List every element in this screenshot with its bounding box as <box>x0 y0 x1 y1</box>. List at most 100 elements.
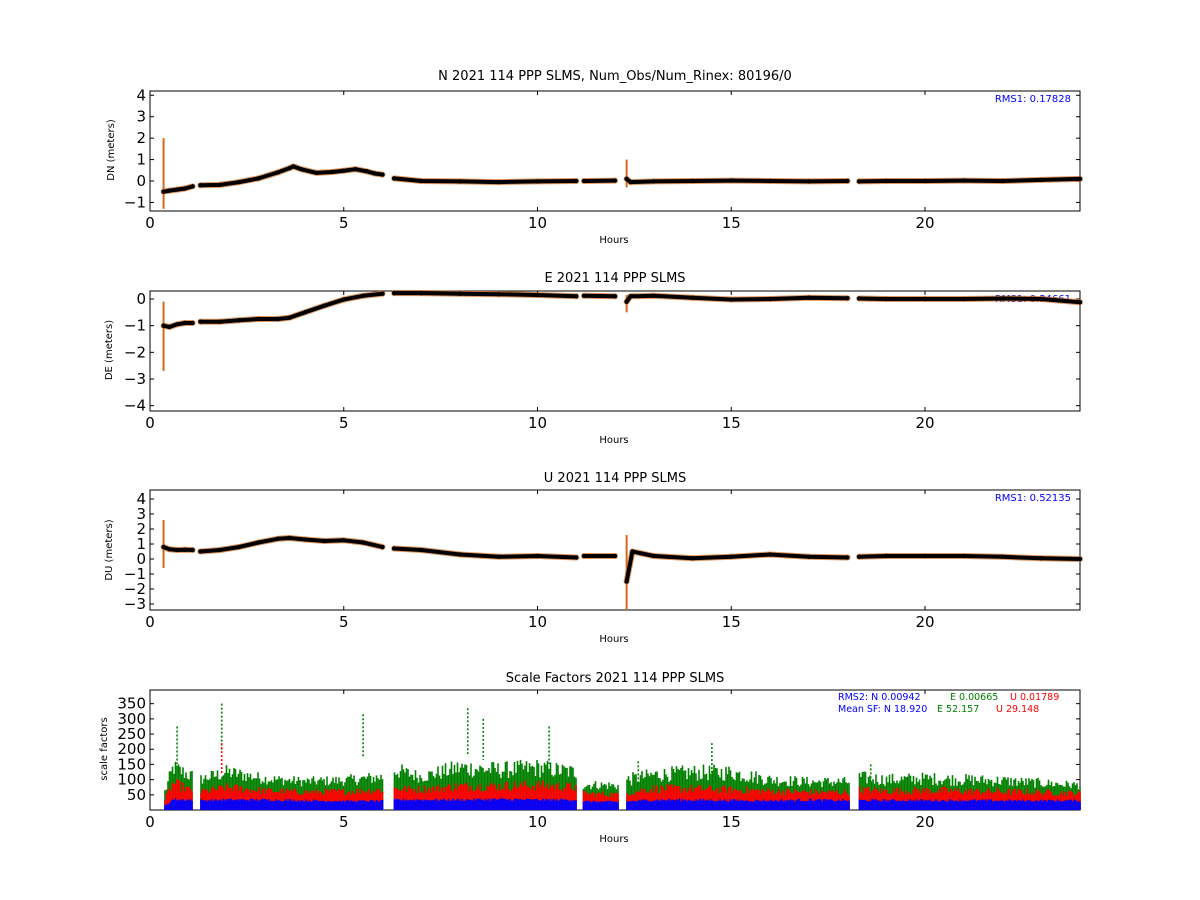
panel-title: N 2021 114 PPP SLMS, Num_Obs/Num_Rinex: … <box>438 69 792 84</box>
y-tick-label: 0 <box>136 172 146 190</box>
y-tick-label: 150 <box>117 755 146 773</box>
data-point <box>628 294 633 299</box>
data-point <box>236 544 242 550</box>
x-tick-label: 10 <box>528 414 547 432</box>
data-point <box>182 186 188 191</box>
data-point <box>690 178 695 184</box>
data-point <box>1077 556 1083 562</box>
data-point <box>364 169 370 174</box>
data-point <box>729 297 734 302</box>
data-point <box>322 303 327 308</box>
data-point <box>856 296 862 301</box>
data-point <box>806 179 811 184</box>
data-point <box>690 556 695 561</box>
data-point <box>574 555 579 560</box>
data-point <box>922 178 928 184</box>
data-point <box>535 292 540 298</box>
data-point <box>884 178 889 184</box>
y-tick-label: 2 <box>136 129 146 147</box>
data-point <box>651 179 656 184</box>
panel-title: Scale Factors 2021 114 PPP SLMS <box>506 671 725 686</box>
x-tick-label: 0 <box>145 214 155 232</box>
y-tick-label: 3 <box>136 108 146 126</box>
x-tick-label: 0 <box>145 613 155 631</box>
y-tick-label: 50 <box>127 786 146 804</box>
data-point <box>496 179 501 185</box>
data-point <box>845 555 850 560</box>
position-series <box>392 291 579 299</box>
y-tick-label: −1 <box>124 565 146 583</box>
y-tick-label: 0 <box>136 290 146 308</box>
position-series <box>582 293 617 299</box>
rms2-n-label: RMS2: N 0.00942 <box>838 692 921 703</box>
x-tick-label: 15 <box>722 613 741 631</box>
data-point <box>217 182 222 188</box>
y-tick-label: −4 <box>124 397 146 415</box>
data-point <box>922 553 928 559</box>
y-tick-label: −2 <box>124 580 146 598</box>
x-tick-label: 5 <box>339 414 349 432</box>
x-tick-label: 0 <box>145 414 155 432</box>
x-tick-label: 15 <box>722 214 741 232</box>
panel-marks-0: 0 5 10 15 20 −1 0 1 2 3 4 <box>124 86 1083 232</box>
data-point <box>287 165 292 171</box>
data-point <box>419 547 424 553</box>
x-tick-label: 5 <box>339 613 349 631</box>
data-point <box>845 178 850 184</box>
mean-sf-n-label: Mean SF: N 18.920 <box>838 704 927 715</box>
data-point <box>174 547 180 553</box>
data-point <box>256 540 261 545</box>
data-point <box>198 319 203 324</box>
data-point <box>651 553 656 559</box>
plot-frame <box>149 90 1081 212</box>
data-point <box>161 323 166 328</box>
y-axis-label: scale factors <box>99 717 110 780</box>
data-point <box>574 294 579 299</box>
data-point <box>298 167 304 172</box>
data-point <box>624 579 629 584</box>
data-point <box>161 544 166 550</box>
data-point <box>845 296 850 301</box>
data-point <box>624 176 629 182</box>
y-tick-label: 300 <box>117 710 146 728</box>
data-point <box>287 315 292 320</box>
data-point <box>457 291 463 296</box>
data-point <box>329 169 335 175</box>
data-point <box>419 178 424 184</box>
data-point <box>256 176 261 181</box>
rms2-u-label: U 0.01789 <box>1010 692 1059 703</box>
data-point <box>1039 556 1044 561</box>
mean-sf-e-label: E 52.157 <box>937 704 979 715</box>
data-point <box>217 547 222 553</box>
data-point <box>380 291 385 296</box>
x-tick-label: 20 <box>915 613 934 631</box>
x-axis-label: Hours <box>599 634 628 645</box>
data-point <box>236 179 242 185</box>
data-point <box>884 296 889 302</box>
data-point <box>535 179 540 184</box>
panel-marks-1: 0 5 10 15 20 −4 −3 −2 −1 0 <box>124 290 1083 432</box>
data-point <box>198 183 203 188</box>
mean-sf-u-label: U 29.148 <box>996 704 1039 715</box>
data-point <box>341 168 346 173</box>
position-series <box>624 293 850 304</box>
rms2-e-label: E 0.00665 <box>950 692 998 703</box>
data-point <box>341 538 346 543</box>
data-point <box>767 552 773 557</box>
data-point <box>236 318 242 323</box>
data-point <box>314 170 319 176</box>
y-axis-label: DU (meters) <box>104 519 115 580</box>
x-tick-label: 10 <box>528 613 547 631</box>
x-tick-label: 15 <box>722 414 741 432</box>
data-point <box>612 294 618 299</box>
data-point <box>1039 177 1044 183</box>
data-point <box>628 179 633 185</box>
plot-frame <box>149 489 1081 611</box>
data-point <box>612 553 618 559</box>
data-point <box>806 554 811 559</box>
x-tick-label: 20 <box>915 214 934 232</box>
data-point <box>496 554 501 559</box>
